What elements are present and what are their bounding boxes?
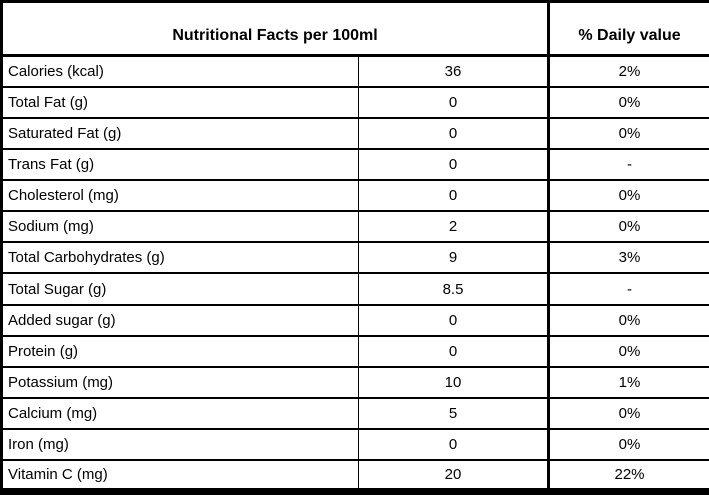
table-row: Total Fat (g) 0 0% xyxy=(0,85,709,119)
nutrient-label: Iron (mg) xyxy=(0,428,359,462)
nutrient-amount: 10 xyxy=(357,365,551,400)
nutrient-amount: 2 xyxy=(357,210,551,244)
nutrient-label: Saturated Fat (g) xyxy=(0,116,359,150)
table-header: Nutritional Facts per 100ml % Daily valu… xyxy=(0,0,709,57)
table-title: Nutritional Facts per 100ml xyxy=(0,0,551,57)
table-row: Calories (kcal) 36 2% xyxy=(0,54,709,88)
nutrient-amount: 0 xyxy=(357,179,551,213)
table-row: Total Sugar (g) 8.5 - xyxy=(0,272,709,306)
table-row: Calcium (mg) 5 0% xyxy=(0,397,709,431)
nutrient-daily-value: 0% xyxy=(547,116,709,150)
nutrient-daily-value: 22% xyxy=(547,459,709,493)
nutrient-daily-value: 0% xyxy=(547,334,709,368)
nutrient-amount: 0 xyxy=(357,85,551,119)
daily-value-column-header: % Daily value xyxy=(547,0,709,57)
nutrient-daily-value: - xyxy=(547,147,709,182)
header-row: Nutritional Facts per 100ml % Daily valu… xyxy=(0,0,709,57)
nutrient-amount: 0 xyxy=(357,116,551,150)
nutrient-label: Potassium (mg) xyxy=(0,365,359,400)
table-row: Added sugar (g) 0 0% xyxy=(0,303,709,337)
table-row: Potassium (mg) 10 1% xyxy=(0,365,709,400)
nutrient-label: Calories (kcal) xyxy=(0,54,359,88)
nutrient-daily-value: 2% xyxy=(547,54,709,88)
nutrient-amount: 36 xyxy=(357,54,551,88)
nutrient-daily-value: 0% xyxy=(547,303,709,337)
table-row: Trans Fat (g) 0 - xyxy=(0,147,709,182)
nutrient-amount: 0 xyxy=(357,147,551,182)
nutrient-label: Total Fat (g) xyxy=(0,85,359,119)
nutrient-label: Total Carbohydrates (g) xyxy=(0,241,359,275)
nutrient-amount: 8.5 xyxy=(357,272,551,306)
nutrient-amount: 9 xyxy=(357,241,551,275)
table-row: Sodium (mg) 2 0% xyxy=(0,210,709,244)
nutrient-amount: 0 xyxy=(357,303,551,337)
nutrient-daily-value: 0% xyxy=(547,428,709,462)
nutrient-amount: 0 xyxy=(357,428,551,462)
nutrient-label: Added sugar (g) xyxy=(0,303,359,337)
nutrient-daily-value: 0% xyxy=(547,210,709,244)
table-row: Iron (mg) 0 0% xyxy=(0,428,709,462)
table-row: Protein (g) 0 0% xyxy=(0,334,709,368)
table-row: Total Carbohydrates (g) 9 3% xyxy=(0,241,709,275)
nutrient-daily-value: 3% xyxy=(547,241,709,275)
nutrient-daily-value: 0% xyxy=(547,85,709,119)
nutrient-label: Calcium (mg) xyxy=(0,397,359,431)
nutrient-label: Sodium (mg) xyxy=(0,210,359,244)
nutrient-label: Trans Fat (g) xyxy=(0,147,359,182)
nutrient-label: Total Sugar (g) xyxy=(0,272,359,306)
nutrient-label: Vitamin C (mg) xyxy=(0,459,359,493)
table-row: Vitamin C (mg) 20 22% xyxy=(0,459,709,493)
table-row: Saturated Fat (g) 0 0% xyxy=(0,116,709,150)
nutrient-label: Protein (g) xyxy=(0,334,359,368)
nutrient-daily-value: 0% xyxy=(547,397,709,431)
nutrient-daily-value: 1% xyxy=(547,365,709,400)
nutrient-amount: 0 xyxy=(357,334,551,368)
nutrient-daily-value: - xyxy=(547,272,709,306)
nutrient-amount: 20 xyxy=(357,459,551,493)
table-body: Calories (kcal) 36 2% Total Fat (g) 0 0%… xyxy=(0,54,709,493)
table-row: Cholesterol (mg) 0 0% xyxy=(0,179,709,213)
nutrient-label: Cholesterol (mg) xyxy=(0,179,359,213)
nutrient-amount: 5 xyxy=(357,397,551,431)
nutrient-daily-value: 0% xyxy=(547,179,709,213)
